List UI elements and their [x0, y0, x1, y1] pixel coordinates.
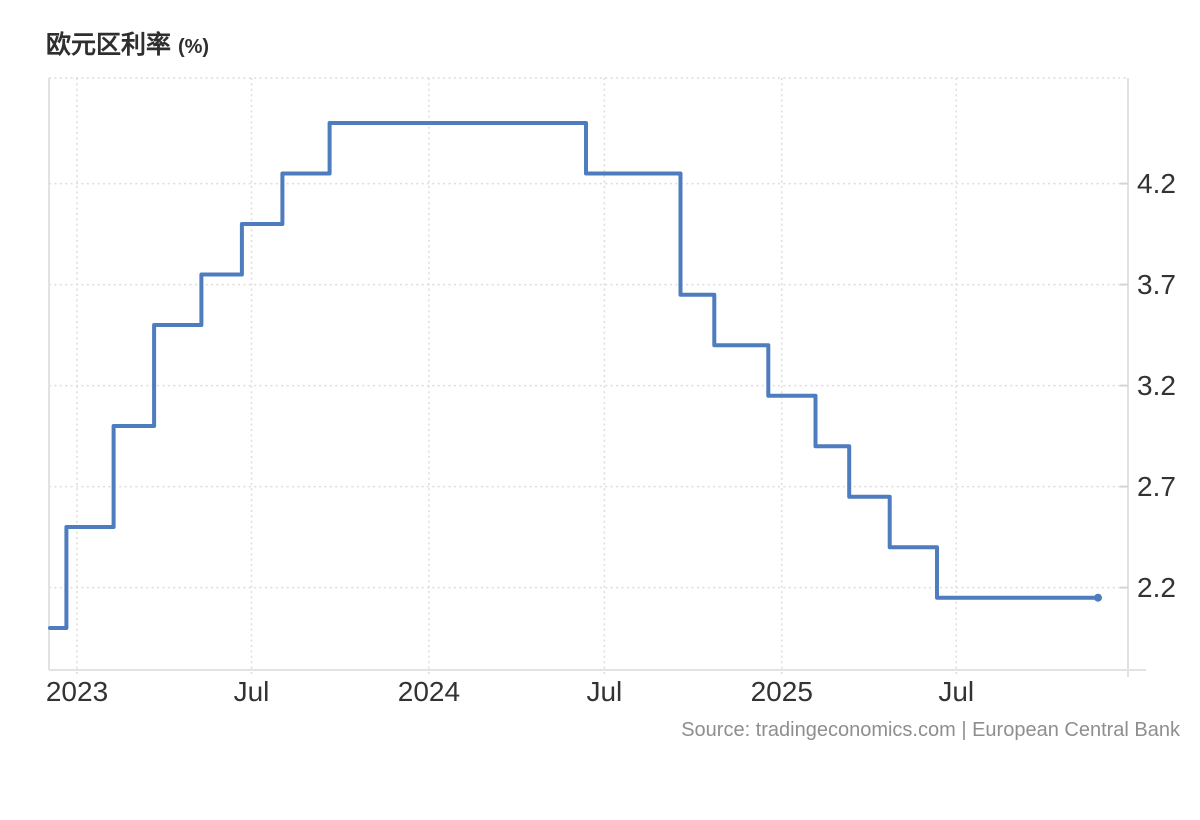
- x-tick-label: 2023: [45, 676, 109, 707]
- y-tick-label: 3.7: [1137, 268, 1176, 300]
- plot-area[interactable]: [48, 77, 1146, 677]
- y-tick-label: 2.2: [1137, 571, 1176, 603]
- x-tick-label: Jul: [586, 676, 623, 707]
- chart-title: 欧元区利率 (%): [46, 30, 209, 62]
- y-tick-label: 2.7: [1137, 470, 1176, 502]
- y-tick-label: 3.2: [1137, 369, 1176, 401]
- x-tick-label: Jul: [938, 676, 975, 707]
- x-tick-label: 2025: [750, 676, 813, 707]
- gridlines: [49, 78, 1128, 677]
- rate-line-series: [48, 121, 1102, 630]
- chart-title-unit-text: (%): [177, 36, 210, 58]
- source-attribution: Source: tradingeconomics.com | European …: [681, 719, 1180, 741]
- series-end-marker: [1094, 593, 1102, 602]
- rate-line: [48, 121, 1100, 630]
- y-tick-label: 4.2: [1137, 167, 1176, 199]
- chart-title-text: 欧元区利率: [46, 31, 172, 59]
- plot-border: [48, 77, 1146, 677]
- x-tick-label: 2024: [397, 676, 461, 707]
- x-tick-label: Jul: [233, 676, 270, 707]
